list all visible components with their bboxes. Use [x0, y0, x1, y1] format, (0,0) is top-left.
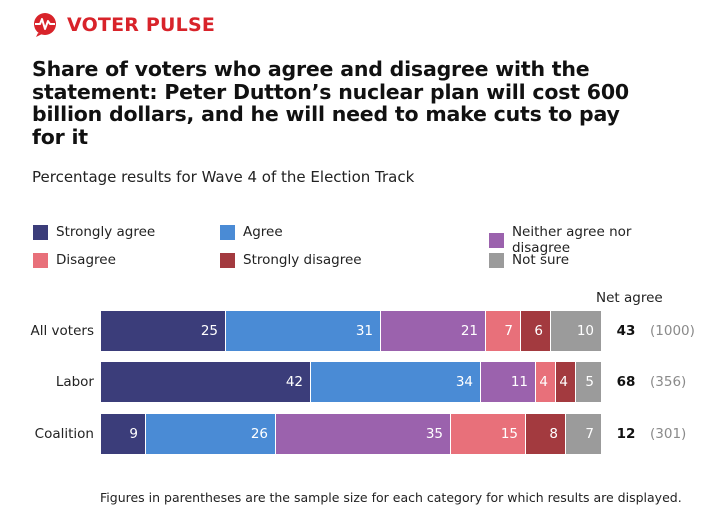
- legend-item-strongly-disagree: Strongly disagree: [220, 252, 362, 268]
- bar-segment-strongly-disagree: 4: [556, 362, 576, 402]
- legend-item-not-sure: Not sure: [489, 252, 569, 268]
- legend-label: Not sure: [512, 252, 570, 268]
- sample-size-value: (301): [650, 426, 687, 442]
- bar-value-label: 34: [455, 374, 473, 390]
- bar-value-label: 7: [585, 426, 594, 442]
- bar-segment-strongly-agree: 42: [101, 362, 311, 402]
- legend-label: Neither agree nor disagree: [511, 224, 632, 256]
- bar-row-coalition: Coalition 9 26 35 15 8 7 12 (301): [0, 414, 711, 454]
- footnote: Figures in parentheses are the sample si…: [100, 490, 682, 505]
- category-label: All voters: [30, 323, 94, 339]
- bar-value-label: 10: [576, 323, 594, 339]
- legend-swatch: [489, 252, 504, 268]
- chart-title: Share of voters who agree and disagree w…: [32, 57, 629, 149]
- stacked-bar: 25 31 21 7 6 10: [101, 311, 601, 351]
- bar-value-label: 25: [200, 323, 218, 339]
- bar-value-label: 9: [129, 426, 138, 442]
- legend-label: Strongly disagree: [243, 252, 362, 268]
- bar-segment-neither-agree-nor-disagree: 35: [276, 414, 451, 454]
- brand-name: VOTER PULSE: [67, 14, 215, 36]
- bar-row-all-voters: All voters 25 31 21 7 6 10 43 (1000): [0, 311, 711, 351]
- bar-segment-strongly-agree: 9: [101, 414, 146, 454]
- bar-segment-agree: 26: [146, 414, 276, 454]
- legend-item-disagree: Disagree: [33, 252, 116, 268]
- bar-segment-agree: 34: [311, 362, 481, 402]
- bar-segment-strongly-agree: 25: [101, 311, 226, 351]
- brand-name-part2: PULSE: [145, 14, 216, 36]
- legend-label: Disagree: [56, 252, 116, 268]
- legend-item-strongly-agree: Strongly agree: [33, 224, 155, 240]
- legend-swatch: [220, 224, 235, 240]
- legend-swatch: [489, 232, 504, 248]
- bar-value-label: 5: [585, 374, 594, 390]
- bar-segment-strongly-disagree: 6: [521, 311, 551, 351]
- bar-segment-strongly-disagree: 8: [526, 414, 566, 454]
- bar-row-labor: Labor 42 34 11 4 4 5 68 (356): [0, 362, 711, 402]
- net-agree-value: 12: [616, 426, 636, 442]
- bar-value-label: 26: [250, 426, 268, 442]
- bar-value-label: 35: [425, 426, 443, 442]
- bar-value-label: 42: [285, 374, 303, 390]
- net-agree-value: 68: [616, 374, 636, 390]
- brand-name-part1: VOTER: [67, 14, 140, 36]
- bar-value-label: 21: [460, 323, 478, 339]
- bar-value-label: 7: [504, 323, 513, 339]
- bar-segment-not-sure: 5: [576, 362, 601, 402]
- bar-segment-neither-agree-nor-disagree: 11: [481, 362, 536, 402]
- category-label: Coalition: [34, 426, 94, 442]
- bar-value-label: 31: [355, 323, 373, 339]
- bar-segment-disagree: 4: [536, 362, 556, 402]
- chart-legend: Strongly agree Agree Neither agree nor dis…: [33, 224, 693, 274]
- stacked-bar: 9 26 35 15 8 7: [101, 414, 601, 454]
- legend-item-agree: Agree: [220, 224, 283, 240]
- bar-segment-agree: 31: [226, 311, 381, 351]
- legend-swatch: [220, 252, 235, 268]
- brand-logo: VOTER PULSE: [32, 10, 215, 40]
- pulse-speech-bubble-icon: [34, 13, 56, 37]
- bar-value-label: 6: [534, 323, 543, 339]
- legend-swatch: [33, 252, 48, 268]
- bar-value-label: 4: [539, 374, 548, 390]
- legend-label: Agree: [243, 224, 283, 240]
- chart-subtitle: Percentage results for Wave 4 of the Ele…: [32, 168, 415, 186]
- bar-segment-not-sure: 10: [551, 311, 601, 351]
- legend-item-neither-agree-nor-disagree: Neither agree nor disagree: [489, 224, 693, 256]
- bar-segment-not-sure: 7: [566, 414, 601, 454]
- bar-segment-disagree: 15: [451, 414, 526, 454]
- net-agree-value: 43: [616, 323, 636, 339]
- category-label: Labor: [55, 374, 94, 390]
- bar-value-label: 11: [510, 374, 528, 390]
- sample-size-value: (1000): [650, 323, 695, 339]
- stacked-bar: 42 34 11 4 4 5: [101, 362, 601, 402]
- bar-segment-neither-agree-nor-disagree: 21: [381, 311, 486, 351]
- bar-value-label: 4: [559, 374, 568, 390]
- net-agree-header: Net agree: [596, 290, 663, 306]
- bar-value-label: 15: [500, 426, 518, 442]
- bar-value-label: 8: [549, 426, 558, 442]
- legend-swatch: [33, 224, 48, 240]
- legend-label: Strongly agree: [56, 224, 156, 240]
- bar-segment-disagree: 7: [486, 311, 521, 351]
- sample-size-value: (356): [650, 374, 687, 390]
